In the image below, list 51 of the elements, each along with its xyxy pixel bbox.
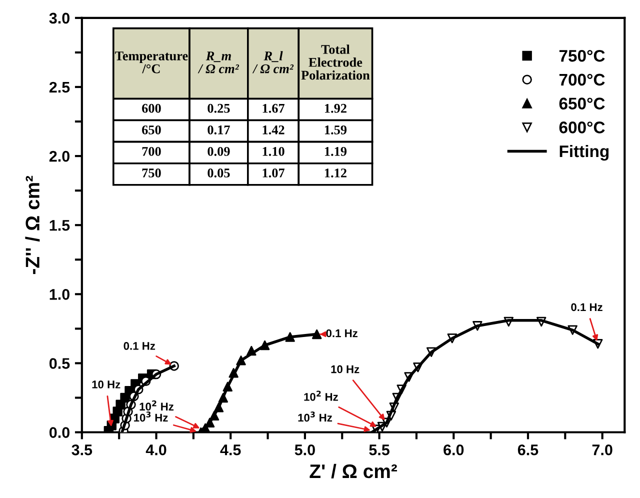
annotation: Total Electrode Polarization: [301, 44, 370, 80]
x-tick-label: 5.5: [369, 444, 390, 456]
x-tick-label: 4.5: [220, 444, 241, 456]
legend-label: 650°C: [559, 98, 605, 110]
annotation: 650: [142, 125, 161, 134]
annotation: 750: [142, 168, 161, 178]
x-axis-title: Z' / Ω cm²: [310, 464, 398, 478]
annotation: 0.05: [208, 168, 230, 178]
y-tick-label: 0.0: [49, 427, 70, 438]
annotation: 10$^{3}$ Hz: [134, 412, 168, 422]
x-tick-label: 6.5: [518, 444, 538, 456]
annotation: 0.1 Hz: [326, 329, 358, 338]
annotation: 0.17: [208, 125, 230, 134]
annotation: R_m / Ω cm²: [198, 52, 240, 74]
legend-label: 750°C: [559, 50, 605, 62]
y-tick-label: 1.5: [50, 220, 70, 231]
legend-label: 600°C: [559, 122, 605, 134]
annotation: 10$^{2}$ Hz: [140, 400, 174, 411]
annotation: 0.09: [208, 146, 230, 156]
y-tick-label: 3.0: [49, 12, 70, 24]
annotation: 0.1 Hz: [124, 342, 156, 350]
annotation: 1.59: [324, 125, 347, 134]
annotation: 1.19: [324, 147, 347, 156]
x-tick-label: 5.0: [294, 444, 315, 456]
y-tick-label: 2.5: [49, 82, 70, 93]
annotation: 10 Hz: [331, 365, 360, 374]
annotation: 1.42: [262, 125, 284, 134]
annotation: 600: [142, 104, 161, 113]
annotation: 1.92: [324, 104, 346, 113]
y-tick-label: 2.0: [49, 150, 70, 162]
y-axis-title: -Z'' / Ω cm²: [25, 176, 40, 274]
legend-label: 700°C: [559, 74, 605, 86]
annotation: 1.07: [262, 168, 285, 178]
annotation: Temperature /°C: [115, 52, 188, 74]
x-tick-label: 3.5: [72, 444, 92, 456]
annotation: 1.10: [262, 146, 284, 156]
annotation: 700: [142, 146, 161, 156]
annotation: 0.25: [208, 104, 230, 113]
annotation: 10$^{3}$ Hz: [298, 412, 332, 422]
annotation: 10$^{2}$ Hz: [304, 390, 338, 401]
x-tick-label: 6.0: [444, 444, 464, 456]
annotation: 1.12: [324, 168, 346, 178]
annotation: 10 Hz: [92, 380, 120, 388]
annotation: 0.1 Hz: [571, 303, 602, 312]
y-tick-label: 0.5: [49, 358, 70, 369]
y-tick-label: 1.0: [50, 289, 70, 300]
x-tick-label: 7.0: [592, 444, 612, 456]
annotation: 1.67: [262, 104, 285, 113]
legend-label: Fitting: [560, 144, 609, 161]
x-tick-label: 4.0: [146, 444, 166, 456]
annotation: R_l / Ω cm²: [252, 51, 294, 74]
